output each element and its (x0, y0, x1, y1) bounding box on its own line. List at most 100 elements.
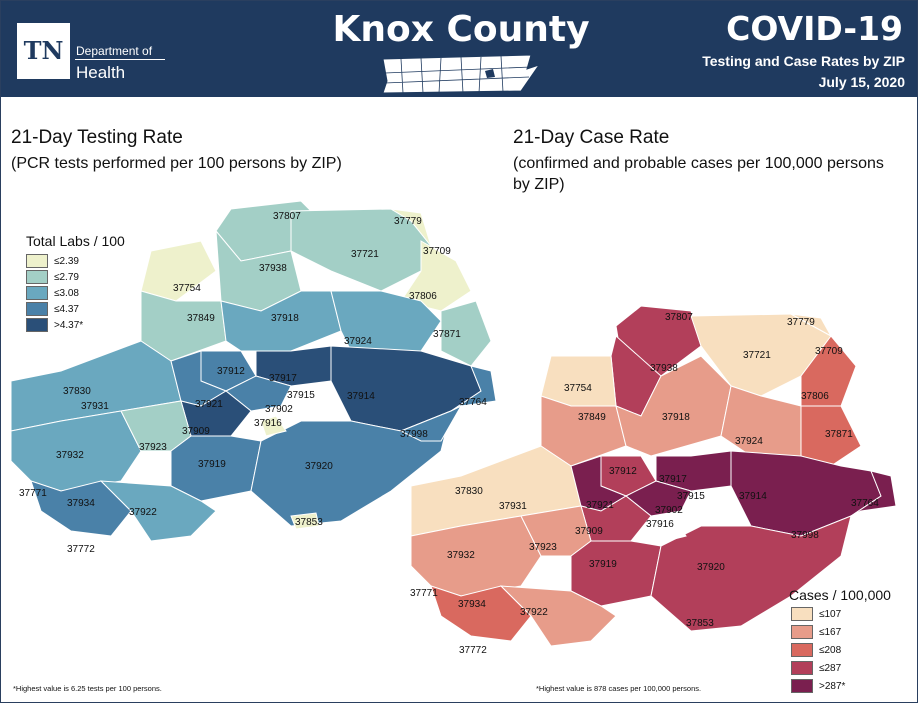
case-zip-area-37932 (410, 515, 542, 597)
zip-label-37871: 37871 (433, 329, 461, 340)
case-zip-label-37779: 37779 (787, 317, 815, 328)
case-zip-label-37871: 37871 (825, 429, 853, 440)
zip-label-37830: 37830 (63, 386, 91, 397)
zip-label-37914: 37914 (347, 391, 375, 402)
zip-area-37853 (290, 512, 320, 530)
case-zip-label-37917: 37917 (659, 474, 687, 485)
logo-divider (75, 59, 165, 60)
tennessee-state-outline-icon (382, 54, 541, 94)
legend-swatch (26, 270, 48, 284)
case-zip-label-37932: 37932 (447, 550, 475, 561)
legend-swatch (791, 679, 813, 693)
page-title: Knox County (332, 9, 590, 50)
case-zip-label-37924: 37924 (735, 436, 763, 447)
legend-swatch (26, 254, 48, 268)
case-zip-label-37849: 37849 (578, 412, 606, 423)
testing-legend-item-1: ≤2.39 (26, 254, 79, 268)
case-zip-area-37916 (660, 520, 687, 542)
zip-area-37916 (260, 415, 287, 437)
case-zip-label-37921: 37921 (586, 500, 614, 511)
logo-department-text: Department of (76, 44, 153, 58)
case-legend-item-5: >287* (791, 679, 845, 693)
testing-legend-title: Total Labs / 100 (26, 233, 125, 249)
case-zip-area-37920 (650, 515, 852, 632)
case-rate-subtitle-line2: by ZIP) (513, 176, 565, 193)
tn-logo: TN (17, 23, 70, 79)
zip-label-37853: 37853 (295, 517, 323, 528)
legend-swatch (26, 318, 48, 332)
zip-label-37920: 37920 (305, 461, 333, 472)
testing-footnote: *Highest value is 6.25 tests per 100 per… (13, 684, 162, 693)
case-zip-label-37909: 37909 (575, 526, 603, 537)
legend-swatch (791, 643, 813, 657)
case-legend-item-1: ≤107 (791, 607, 841, 621)
zip-area-37932 (10, 410, 142, 492)
case-zip-label-37721: 37721 (743, 350, 771, 361)
legend-swatch (791, 607, 813, 621)
zip-label-37918: 37918 (271, 313, 299, 324)
legend-swatch (26, 286, 48, 300)
case-zip-area-37806 (800, 335, 857, 407)
zip-label-37923: 37923 (139, 442, 167, 453)
case-legend-item-4: ≤287 (791, 661, 841, 675)
zip-area-37779 (390, 208, 432, 247)
testing-rate-map: 37807 37779 37721 37709 37938 37754 3780… (10, 200, 497, 555)
zip-label-37912: 37912 (217, 366, 245, 377)
zip-area-37924 (330, 290, 442, 352)
testing-legend-item-3: ≤3.08 (26, 286, 79, 300)
zip-label-37849: 37849 (187, 313, 215, 324)
case-rate-subtitle-line1: (confirmed and probable cases per 100,00… (513, 155, 884, 172)
testing-legend-item-4: ≤4.37 (26, 302, 79, 316)
case-zip-label-37919: 37919 (589, 559, 617, 570)
case-zip-label-37920: 37920 (697, 562, 725, 573)
legend-swatch (791, 661, 813, 675)
case-map-zip-labels: 37807 37779 37721 37709 37938 37754 3780… (410, 312, 879, 656)
case-zip-area-37764 (850, 470, 897, 517)
case-zip-label-37754: 37754 (564, 383, 592, 394)
zip-label-37754: 37754 (173, 283, 201, 294)
case-zip-label-37807: 37807 (665, 312, 693, 323)
zip-area-37934 (30, 480, 132, 537)
subtitle: Testing and Case Rates by ZIP (702, 53, 905, 69)
testing-rate-title: 21-Day Testing Rate (11, 127, 183, 148)
logo-health-text: Health (76, 63, 126, 82)
zip-label-37917: 37917 (269, 373, 297, 384)
case-zip-label-37916: 37916 (646, 519, 674, 530)
case-zip-label-37931: 37931 (499, 501, 527, 512)
zip-label-37998: 37998 (400, 429, 428, 440)
case-rate-title: 21-Day Case Rate (513, 127, 670, 148)
testing-map-zip-labels: 37807 37779 37721 37709 37938 37754 3780… (19, 211, 487, 555)
case-zip-label-37771: 37771 (410, 588, 438, 599)
testing-rate-subtitle: (PCR tests performed per 100 persons by … (11, 155, 342, 172)
testing-legend-item-2: ≤2.79 (26, 270, 79, 284)
zip-label-37921: 37921 (195, 399, 223, 410)
case-zip-label-37918: 37918 (662, 412, 690, 423)
zip-label-37807: 37807 (273, 211, 301, 222)
case-zip-area-37919 (570, 540, 662, 607)
case-zip-label-37830: 37830 (455, 486, 483, 497)
zip-label-37934: 37934 (67, 498, 95, 509)
zip-label-37806: 37806 (409, 291, 437, 302)
case-zip-label-37853: 37853 (686, 618, 714, 629)
zip-label-37902: 37902 (265, 404, 293, 415)
zip-label-37916: 37916 (254, 418, 282, 429)
zip-label-37764: 37764 (459, 397, 487, 408)
case-rate-map: 37807 37779 37721 37709 37938 37754 3780… (410, 305, 897, 656)
zip-label-37919: 37919 (198, 459, 226, 470)
testing-legend-item-5: >4.37* (26, 318, 83, 332)
zip-area-37920 (250, 410, 452, 527)
report-date: July 15, 2020 (818, 74, 905, 90)
case-legend-title: Cases / 100,000 (789, 587, 891, 603)
zip-label-37709: 37709 (423, 246, 451, 257)
case-footnote: *Highest value is 878 cases per 100,000 … (536, 684, 702, 693)
case-zip-label-37922: 37922 (520, 607, 548, 618)
zip-label-37909: 37909 (182, 426, 210, 437)
case-zip-label-37923: 37923 (529, 542, 557, 553)
zip-label-37771: 37771 (19, 488, 47, 499)
case-zip-label-37915: 37915 (677, 491, 705, 502)
case-zip-label-37764: 37764 (851, 498, 879, 509)
zip-label-37779: 37779 (394, 216, 422, 227)
legend-swatch (791, 625, 813, 639)
zip-label-37922: 37922 (129, 507, 157, 518)
